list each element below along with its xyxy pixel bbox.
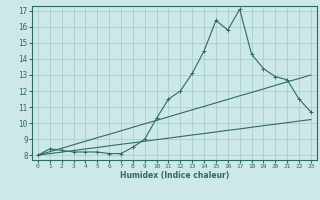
X-axis label: Humidex (Indice chaleur): Humidex (Indice chaleur) xyxy=(120,171,229,180)
